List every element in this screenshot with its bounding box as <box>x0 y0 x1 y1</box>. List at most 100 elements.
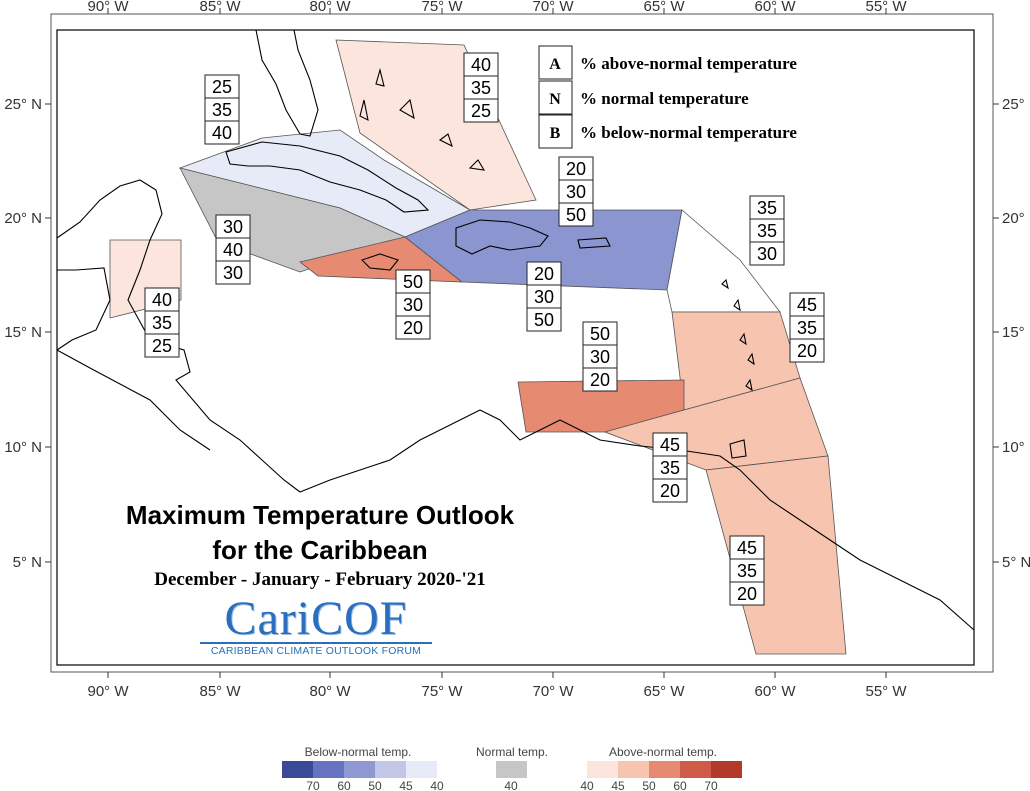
prob-value: 35 <box>797 318 817 338</box>
legend-normal-title: Normal temp. <box>476 745 548 759</box>
key-text-b: % below-normal temperature <box>580 123 797 142</box>
lon-label: 80° W <box>309 0 351 15</box>
latitude-labels-right: 25° N 20° N 15° N 10° N 5° N <box>1002 96 1030 571</box>
lat-label: 5° N <box>13 554 42 571</box>
legend-key: A N B % above-normal temperature % norma… <box>538 45 797 149</box>
probability-stacks: 40 35 25 25 35 40 30 40 30 50 30 20 20 30 50 20 30 50 35 35… <box>144 52 825 606</box>
lat-label: 20° N <box>4 210 42 227</box>
lon-label: 60° W <box>754 683 796 700</box>
lat-label: 15° N <box>1002 324 1030 341</box>
longitude-labels-bottom: 90° W 85° W 80° W 75° W 70° W 65° W 60° … <box>87 683 907 700</box>
prob-box <box>729 581 765 606</box>
prob-box <box>526 307 562 332</box>
prob-box <box>652 478 688 503</box>
legend-below-tick: 45 <box>399 779 413 791</box>
lon-label: 90° W <box>87 0 129 15</box>
prob-value: 50 <box>566 205 586 225</box>
prob-value: 35 <box>660 458 680 478</box>
lon-label: 70° W <box>532 0 574 15</box>
key-letter-box-a <box>538 45 573 80</box>
lat-label: 25° N <box>4 96 42 113</box>
lon-label: 55° W <box>865 0 907 15</box>
legend-above-swatch <box>587 761 618 778</box>
legend-below-tick: 70 <box>306 779 320 791</box>
prob-value: 35 <box>737 561 757 581</box>
prob-value: 35 <box>757 221 777 241</box>
prob-value: 30 <box>566 182 586 202</box>
legend-below-title: Below-normal temp. <box>305 745 412 759</box>
prob-value: 20 <box>590 370 610 390</box>
prob-value: 40 <box>152 290 172 310</box>
legend-above-swatch <box>618 761 649 778</box>
lat-label: 10° N <box>4 439 42 456</box>
prob-value: 45 <box>660 435 680 455</box>
lon-label: 55° W <box>865 683 907 700</box>
legend-below-swatch <box>375 761 406 778</box>
prob-box <box>395 315 431 340</box>
caricof-logo: CariCOF CARIBBEAN CLIMATE OUTLOOK FORUM <box>200 592 432 657</box>
prob-box <box>558 202 594 227</box>
lat-label: 5° N <box>1002 554 1030 571</box>
prob-value: 50 <box>590 324 610 344</box>
legend-normal-tick: 40 <box>504 779 518 791</box>
key-text-a: % above-normal temperature <box>580 54 797 73</box>
logo-name: CariCOF <box>224 592 408 645</box>
prob-box <box>463 98 499 123</box>
legend-above-tick: 45 <box>611 779 625 791</box>
prob-value: 20 <box>403 318 423 338</box>
coastlines <box>56 29 975 631</box>
prob-box <box>144 333 180 358</box>
tick-marks <box>45 8 999 678</box>
legend-above-swatch <box>680 761 711 778</box>
legend-above-swatch <box>711 761 742 778</box>
prob-value: 40 <box>212 123 232 143</box>
prob-value: 20 <box>660 481 680 501</box>
prob-value: 45 <box>737 538 757 558</box>
zone-bahamas <box>335 39 537 211</box>
lon-label: 65° W <box>643 683 685 700</box>
prob-value: 30 <box>590 347 610 367</box>
prob-value: 20 <box>797 341 817 361</box>
logo-tagline: CARIBBEAN CLIMATE OUTLOOK FORUM <box>200 642 432 657</box>
map-title-line2: for the Caribbean <box>212 535 428 565</box>
legend-above-tick: 60 <box>673 779 687 791</box>
prob-box <box>582 367 618 392</box>
lon-label: 75° W <box>421 683 463 700</box>
lat-label: 15° N <box>4 324 42 341</box>
key-letter-b: B <box>550 125 561 142</box>
lon-label: 70° W <box>532 683 574 700</box>
lon-label: 75° W <box>421 0 463 15</box>
lat-label: 20° N <box>1002 210 1030 227</box>
prob-value: 35 <box>471 78 491 98</box>
prob-box <box>215 260 251 285</box>
legend-above-title: Above-normal temp. <box>609 745 717 759</box>
prob-value: 35 <box>757 198 777 218</box>
legend-below-swatch <box>313 761 344 778</box>
key-text-n: % normal temperature <box>580 89 749 108</box>
prob-value: 30 <box>223 217 243 237</box>
lon-label: 65° W <box>643 0 685 15</box>
legend-below-swatch <box>282 761 313 778</box>
prob-value: 50 <box>534 310 554 330</box>
key-letter-a: A <box>549 56 561 73</box>
prob-value: 30 <box>534 287 554 307</box>
prob-value: 45 <box>797 295 817 315</box>
legend-above-swatch <box>649 761 680 778</box>
longitude-labels-top: 90° W 85° W 80° W 75° W 70° W 65° W 60° … <box>87 0 907 15</box>
legend-below-tick: 50 <box>368 779 382 791</box>
prob-value: 20 <box>534 264 554 284</box>
legend-below-tick: 40 <box>430 779 444 791</box>
prob-value: 30 <box>223 263 243 283</box>
lat-label: 25° N <box>1002 96 1030 113</box>
map-subtitle: December - January - February 2020-'21 <box>154 569 486 590</box>
map-title-line1: Maximum Temperature Outlook <box>125 500 515 530</box>
legend-above-tick: 50 <box>642 779 656 791</box>
prob-value: 20 <box>566 159 586 179</box>
prob-value: 50 <box>403 272 423 292</box>
prob-value: 30 <box>403 295 423 315</box>
prob-value: 35 <box>212 100 232 120</box>
prob-value: 40 <box>471 55 491 75</box>
prob-box <box>749 241 785 266</box>
outer-frame <box>50 13 994 673</box>
